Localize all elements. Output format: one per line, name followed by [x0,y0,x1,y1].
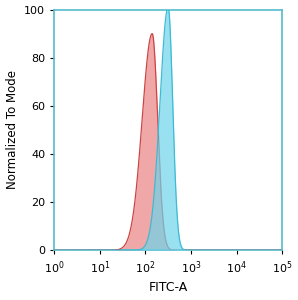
Y-axis label: Normalized To Mode: Normalized To Mode [6,70,18,189]
X-axis label: FITC-A: FITC-A [148,281,188,294]
